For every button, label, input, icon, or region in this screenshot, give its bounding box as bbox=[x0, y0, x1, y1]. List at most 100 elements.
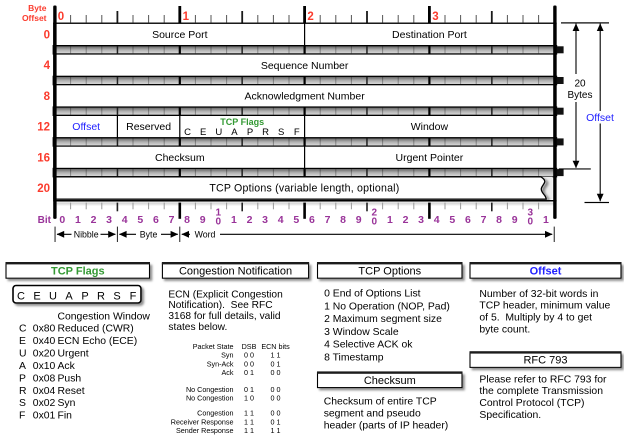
svg-text:RFC 793: RFC 793 bbox=[523, 355, 567, 367]
svg-text:8 Timestamp: 8 Timestamp bbox=[324, 352, 384, 363]
svg-text:E: E bbox=[19, 336, 26, 347]
svg-text:0 1: 0 1 bbox=[271, 359, 281, 368]
svg-text:Window: Window bbox=[411, 121, 449, 133]
svg-text:0x08: 0x08 bbox=[33, 373, 56, 384]
svg-text:Congestion Window: Congestion Window bbox=[58, 311, 151, 322]
svg-text:F: F bbox=[130, 290, 137, 302]
svg-text:0: 0 bbox=[58, 11, 64, 23]
svg-text:Control Protocol (TCP): Control Protocol (TCP) bbox=[479, 398, 584, 409]
svg-text:Syn: Syn bbox=[221, 351, 233, 360]
svg-text:Sender Response: Sender Response bbox=[176, 426, 234, 435]
svg-text:2 Maximum segment size: 2 Maximum segment size bbox=[324, 314, 442, 325]
svg-text:0: 0 bbox=[372, 217, 378, 228]
svg-text:16: 16 bbox=[37, 152, 50, 164]
svg-text:Word: Word bbox=[195, 229, 216, 239]
svg-text:3: 3 bbox=[262, 214, 268, 226]
svg-text:P: P bbox=[19, 373, 26, 384]
svg-text:C: C bbox=[17, 290, 25, 302]
svg-text:0: 0 bbox=[528, 217, 534, 228]
svg-text:TCP Options: TCP Options bbox=[358, 266, 421, 278]
svg-text:No Congestion: No Congestion bbox=[186, 394, 234, 403]
svg-text:1 No Operation (NOP, Pad): 1 No Operation (NOP, Pad) bbox=[324, 301, 450, 312]
svg-text:E: E bbox=[200, 127, 206, 138]
svg-text:Congestion Notification: Congestion Notification bbox=[179, 266, 292, 278]
svg-text:12: 12 bbox=[37, 122, 50, 134]
svg-text:2: 2 bbox=[247, 214, 253, 226]
svg-text:Offset: Offset bbox=[72, 121, 100, 133]
svg-text:4: 4 bbox=[44, 60, 51, 72]
svg-text:0x20: 0x20 bbox=[33, 349, 56, 360]
svg-text:2: 2 bbox=[372, 207, 378, 218]
svg-text:of 5. Multiply by 4 to get: of 5. Multiply by 4 to get bbox=[479, 313, 592, 324]
svg-text:0 0: 0 0 bbox=[271, 368, 281, 377]
svg-text:0x01: 0x01 bbox=[33, 411, 56, 422]
svg-text:0x02: 0x02 bbox=[33, 398, 56, 409]
svg-text:7: 7 bbox=[169, 214, 175, 226]
svg-text:20: 20 bbox=[37, 183, 50, 195]
svg-text:0: 0 bbox=[59, 214, 65, 226]
svg-text:2: 2 bbox=[307, 11, 313, 23]
svg-text:states below.: states below. bbox=[168, 322, 227, 333]
svg-text:Fin: Fin bbox=[58, 411, 73, 422]
svg-text:1: 1 bbox=[183, 11, 190, 23]
svg-text:0x10: 0x10 bbox=[33, 361, 56, 372]
svg-text:Bytes: Bytes bbox=[567, 90, 592, 101]
svg-text:4: 4 bbox=[278, 214, 284, 226]
svg-text:S: S bbox=[19, 398, 26, 409]
svg-text:0 1: 0 1 bbox=[244, 385, 254, 394]
svg-text:Notification). See RFC: Notification). See RFC bbox=[168, 300, 272, 311]
svg-text:ECN bits: ECN bits bbox=[261, 342, 290, 351]
svg-text:0x80: 0x80 bbox=[33, 324, 56, 335]
svg-text:Push: Push bbox=[58, 373, 82, 384]
svg-text:5: 5 bbox=[137, 214, 143, 226]
svg-text:9: 9 bbox=[512, 214, 518, 226]
svg-text:TCP Flags: TCP Flags bbox=[220, 117, 264, 127]
svg-text:0 0: 0 0 bbox=[271, 385, 281, 394]
svg-text:9: 9 bbox=[356, 214, 362, 226]
svg-text:1: 1 bbox=[231, 214, 237, 226]
svg-text:4: 4 bbox=[122, 214, 128, 226]
svg-text:0 0: 0 0 bbox=[244, 351, 254, 360]
svg-text:byte count.: byte count. bbox=[479, 324, 530, 335]
svg-text:TCP Flags: TCP Flags bbox=[51, 266, 105, 278]
svg-text:3168 for full details, valid: 3168 for full details, valid bbox=[168, 311, 280, 322]
svg-text:1: 1 bbox=[216, 207, 222, 218]
svg-text:1 1: 1 1 bbox=[271, 426, 281, 435]
svg-text:A: A bbox=[231, 127, 238, 138]
svg-text:Destination Port: Destination Port bbox=[392, 29, 467, 41]
svg-text:Receiver Response: Receiver Response bbox=[171, 417, 234, 426]
svg-text:0 0: 0 0 bbox=[271, 394, 281, 403]
svg-text:Sequence Number: Sequence Number bbox=[261, 60, 349, 72]
svg-text:S: S bbox=[113, 290, 120, 302]
svg-text:Reduced (CWR): Reduced (CWR) bbox=[58, 324, 134, 335]
svg-text:3 Window Scale: 3 Window Scale bbox=[324, 327, 399, 338]
svg-text:1 1: 1 1 bbox=[244, 409, 254, 418]
svg-text:Bit: Bit bbox=[38, 215, 52, 226]
svg-text:A: A bbox=[19, 361, 26, 372]
svg-text:0 1: 0 1 bbox=[244, 368, 254, 377]
svg-text:R: R bbox=[97, 290, 105, 302]
svg-text:6: 6 bbox=[465, 214, 471, 226]
svg-text:3: 3 bbox=[432, 11, 438, 23]
svg-text:5: 5 bbox=[449, 214, 455, 226]
svg-text:Checksum of entire TCP: Checksum of entire TCP bbox=[324, 397, 437, 408]
svg-text:No Congestion: No Congestion bbox=[186, 385, 234, 394]
svg-text:6: 6 bbox=[309, 214, 315, 226]
svg-text:1: 1 bbox=[543, 214, 549, 226]
svg-text:F: F bbox=[19, 411, 25, 422]
svg-text:U: U bbox=[49, 290, 57, 302]
svg-text:segment and pseudo: segment and pseudo bbox=[324, 409, 421, 420]
svg-text:R: R bbox=[262, 127, 269, 138]
svg-text:DSB: DSB bbox=[242, 342, 257, 351]
svg-text:0 0: 0 0 bbox=[271, 409, 281, 418]
svg-text:F: F bbox=[294, 127, 300, 138]
svg-text:Checksum: Checksum bbox=[155, 152, 205, 164]
svg-text:9: 9 bbox=[200, 214, 206, 226]
svg-text:Please refer to RFC 793 for: Please refer to RFC 793 for bbox=[479, 374, 607, 385]
svg-text:3: 3 bbox=[528, 207, 534, 218]
svg-text:Number of 32-bit words in: Number of 32-bit words in bbox=[479, 289, 598, 300]
svg-text:Ack: Ack bbox=[58, 361, 76, 372]
svg-text:P: P bbox=[81, 290, 88, 302]
svg-text:8: 8 bbox=[340, 214, 346, 226]
svg-text:8: 8 bbox=[184, 214, 190, 226]
